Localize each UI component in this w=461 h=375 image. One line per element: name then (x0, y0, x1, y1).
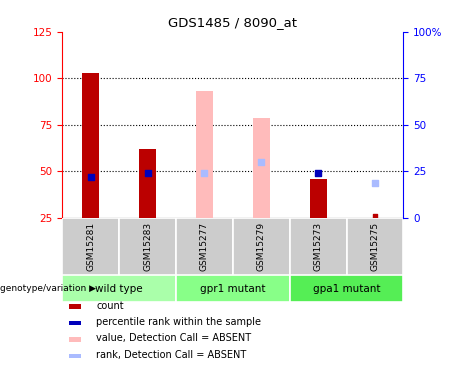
Text: GSM15275: GSM15275 (371, 222, 379, 271)
Text: GSM15273: GSM15273 (313, 222, 323, 271)
Text: GSM15283: GSM15283 (143, 222, 152, 271)
Text: gpr1 mutant: gpr1 mutant (200, 284, 266, 294)
Point (314, 170, 322, 176)
Bar (69, 337, 81, 342)
Bar (62, 274, 176, 303)
Text: GSM15277: GSM15277 (200, 222, 209, 271)
Bar (62, 218, 119, 274)
Text: wild type: wild type (95, 284, 143, 294)
Bar (290, 218, 347, 274)
Bar (119, 218, 176, 274)
Point (144, 170, 151, 176)
Text: genotype/variation ▶: genotype/variation ▶ (0, 284, 96, 293)
Bar (139, 149, 156, 218)
Bar (176, 218, 233, 274)
Bar (253, 117, 270, 218)
Bar (69, 354, 81, 358)
Bar (82, 73, 99, 218)
Point (87, 174, 95, 180)
Text: value, Detection Call = ABSENT: value, Detection Call = ABSENT (96, 333, 251, 344)
Point (371, 180, 378, 186)
Text: rank, Detection Call = ABSENT: rank, Detection Call = ABSENT (96, 350, 247, 360)
Point (201, 170, 208, 176)
Text: count: count (96, 301, 124, 310)
Bar (176, 274, 290, 303)
Bar (347, 218, 403, 274)
Text: GSM15279: GSM15279 (257, 222, 266, 271)
Text: gpa1 mutant: gpa1 mutant (313, 284, 380, 294)
Bar (69, 321, 81, 325)
Point (371, 213, 378, 219)
Point (258, 159, 265, 165)
Bar (69, 304, 81, 309)
Bar (310, 179, 326, 218)
Text: percentile rank within the sample: percentile rank within the sample (96, 317, 261, 327)
Bar (233, 218, 290, 274)
Bar (290, 274, 403, 303)
Text: GSM15281: GSM15281 (86, 222, 95, 271)
Title: GDS1485 / 8090_at: GDS1485 / 8090_at (168, 16, 297, 29)
Bar (196, 92, 213, 218)
